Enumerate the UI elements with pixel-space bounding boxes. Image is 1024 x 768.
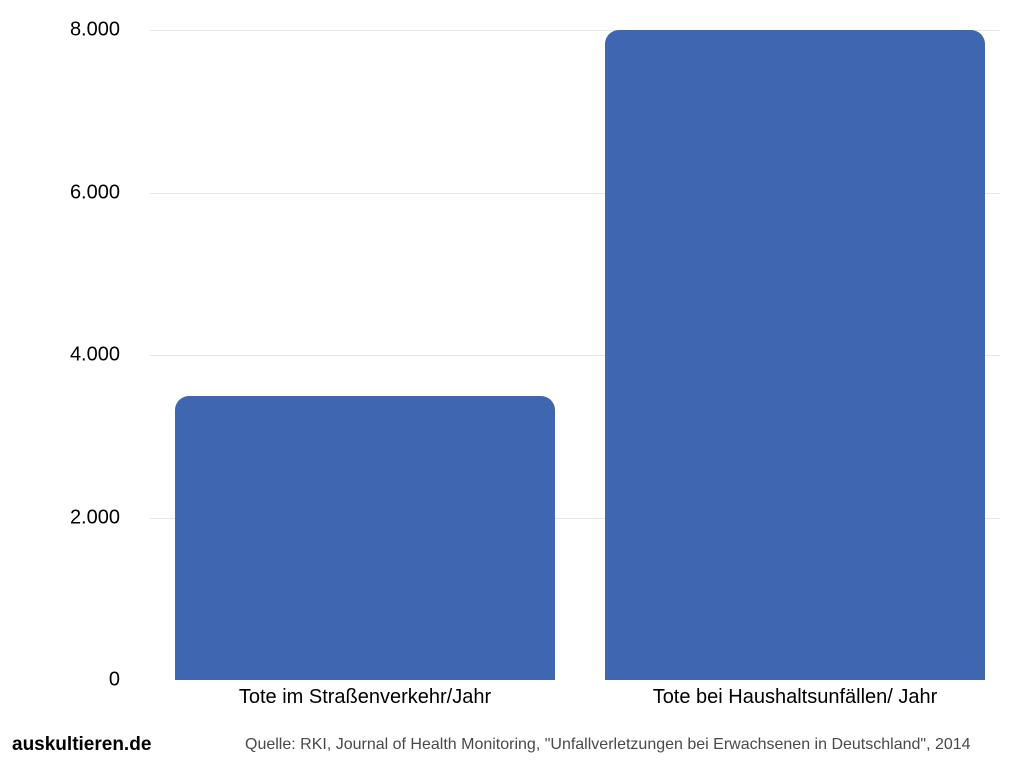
y-axis-label: 4.000 — [0, 344, 120, 367]
plot-area — [150, 30, 1000, 680]
y-axis-label: 2.000 — [0, 506, 120, 529]
y-axis-label: 6.000 — [0, 181, 120, 204]
x-axis-label: Tote im Straßenverkehr/Jahr — [175, 686, 555, 709]
bar-chart: 02.0004.0006.0008.000Tote im Straßenverk… — [150, 0, 1000, 700]
brand-label: auskultieren.de — [12, 734, 151, 756]
y-axis-label: 0 — [0, 669, 120, 692]
y-axis-label: 8.000 — [0, 19, 120, 42]
source-label: Quelle: RKI, Journal of Health Monitorin… — [245, 736, 971, 754]
bar — [175, 396, 555, 680]
bar — [605, 30, 985, 680]
x-axis-label: Tote bei Haushaltsunfällen/ Jahr — [605, 686, 985, 709]
